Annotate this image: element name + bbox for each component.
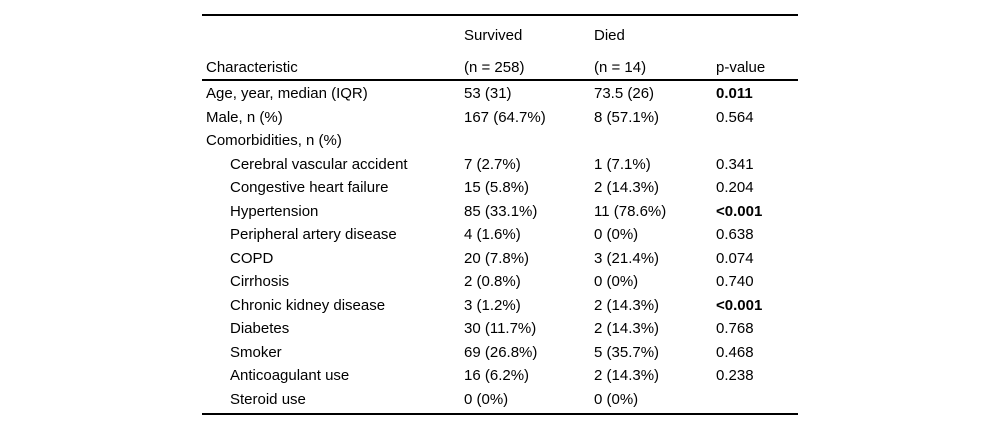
row-label: Steroid use [230,390,306,408]
survived-value: 53 (31) [464,85,512,102]
table-row: Anticoagulant use 16 (6.2%) 2 (14.3%) 0.238 [202,364,798,388]
table-header-row-1: Survived Died [202,16,798,48]
survived-value [464,129,594,153]
characteristics-table: Survived Died Characteristic (n = 258) (… [202,14,798,415]
survived-value: 15 (5.8%) [464,179,530,196]
p-value: <0.001 [716,296,763,314]
table-row: Cirrhosis 2 (0.8%) 0 (0%) 0.740 [202,270,798,294]
died-value: 5 (35.7%) [594,343,660,361]
row-label: Smoker [230,343,282,361]
table-row: Steroid use 0 (0%) 0 (0%) [202,388,798,412]
survived-value: 16 (6.2%) [464,367,530,384]
table-row: Congestive heart failure 15 (5.8%) 2 (14.3… [202,176,798,200]
p-value: 0.074 [716,249,754,267]
died-value: 11 (78.6%) [594,202,667,220]
survived-value: 167 (64.7%) [464,108,546,126]
row-label: Anticoagulant use [230,367,350,384]
table-row: Chronic kidney disease 3 (1.2%) 2 (14.3%) <… [202,294,798,318]
column-header-pvalue: p-value [716,58,766,76]
table-row: Age, year, median (IQR) 53 (31) 73.5 (26) 0… [202,82,798,106]
p-value: 0.564 [716,108,754,126]
row-label: Hypertension [230,202,319,220]
p-value: 0.468 [716,343,754,361]
column-header-died-n: (n = 14) [594,58,647,76]
table-row: Hypertension 85 (33.1%) 11 (78.6%) <0.001 [202,200,798,224]
row-label: COPD [230,249,274,267]
died-value [594,129,716,153]
column-header-died: Died [594,27,625,44]
p-value: 0.011 [716,85,753,102]
table-row: Peripheral artery disease 4 (1.6%) 0 (0%) 0… [202,223,798,247]
died-value: 2 (14.3%) [594,296,660,314]
column-header-survived: Survived [464,27,523,44]
died-value: 1 (7.1%) [594,155,651,173]
row-label: Male, n (%) [206,108,283,126]
survived-value: 2 (0.8%) [464,273,521,290]
died-value: 73.5 (26) [594,85,655,102]
survived-value: 69 (26.8%) [464,343,538,361]
table-header-rule [202,78,798,81]
table-top-rule [202,14,798,16]
survived-value: 0 (0%) [464,390,509,408]
p-value: <0.001 [716,202,763,220]
survived-value: 3 (1.2%) [464,296,521,314]
table-row: Diabetes 30 (11.7%) 2 (14.3%) 0.768 [202,317,798,341]
died-value: 0 (0%) [594,273,639,290]
table-row: Smoker 69 (26.8%) 5 (35.7%) 0.468 [202,341,798,365]
table-row: Cerebral vascular accident 7 (2.7%) 1 (7.1… [202,153,798,177]
table-header: Survived Died Characteristic (n = 258) (… [202,16,798,79]
row-label: Peripheral artery disease [230,226,397,243]
died-value: 2 (14.3%) [594,179,660,196]
column-header-characteristic: Characteristic [206,58,298,76]
row-label: Diabetes [230,320,290,337]
row-label: Chronic kidney disease [230,296,386,314]
table-row: Comorbidities, n (%) [202,129,798,153]
table-row: Male, n (%) 167 (64.7%) 8 (57.1%) 0.564 [202,106,798,130]
row-label: Age, year, median (IQR) [206,85,368,102]
table-body: Age, year, median (IQR) 53 (31) 73.5 (26) 0… [202,81,798,413]
survived-value: 85 (33.1%) [464,202,538,220]
row-label: Cerebral vascular accident [230,155,408,173]
p-value: 0.341 [716,155,754,173]
died-value: 8 (57.1%) [594,108,660,126]
table-bottom-rule [202,413,798,415]
row-label: Comorbidities, n (%) [206,132,342,149]
p-value: 0.238 [716,367,754,384]
survived-value: 30 (11.7%) [464,320,537,337]
survived-value: 4 (1.6%) [464,226,521,243]
column-header-survived-n: (n = 258) [464,58,525,76]
table-row: COPD 20 (7.8%) 3 (21.4%) 0.074 [202,247,798,271]
p-value: 0.768 [716,320,754,337]
p-value: 0.204 [716,179,754,196]
survived-value: 7 (2.7%) [464,155,521,173]
died-value: 0 (0%) [594,226,639,243]
died-value: 3 (21.4%) [594,249,660,267]
p-value: 0.740 [716,273,754,290]
row-label: Cirrhosis [230,273,290,290]
p-value [716,388,798,412]
row-label: Congestive heart failure [230,179,389,196]
died-value: 2 (14.3%) [594,320,660,337]
p-value [716,129,798,153]
table-header-row-2: Characteristic (n = 258) (n = 14) p-valu… [202,47,798,79]
survived-value: 20 (7.8%) [464,249,530,267]
p-value: 0.638 [716,226,754,243]
died-value: 0 (0%) [594,390,639,408]
died-value: 2 (14.3%) [594,367,660,384]
